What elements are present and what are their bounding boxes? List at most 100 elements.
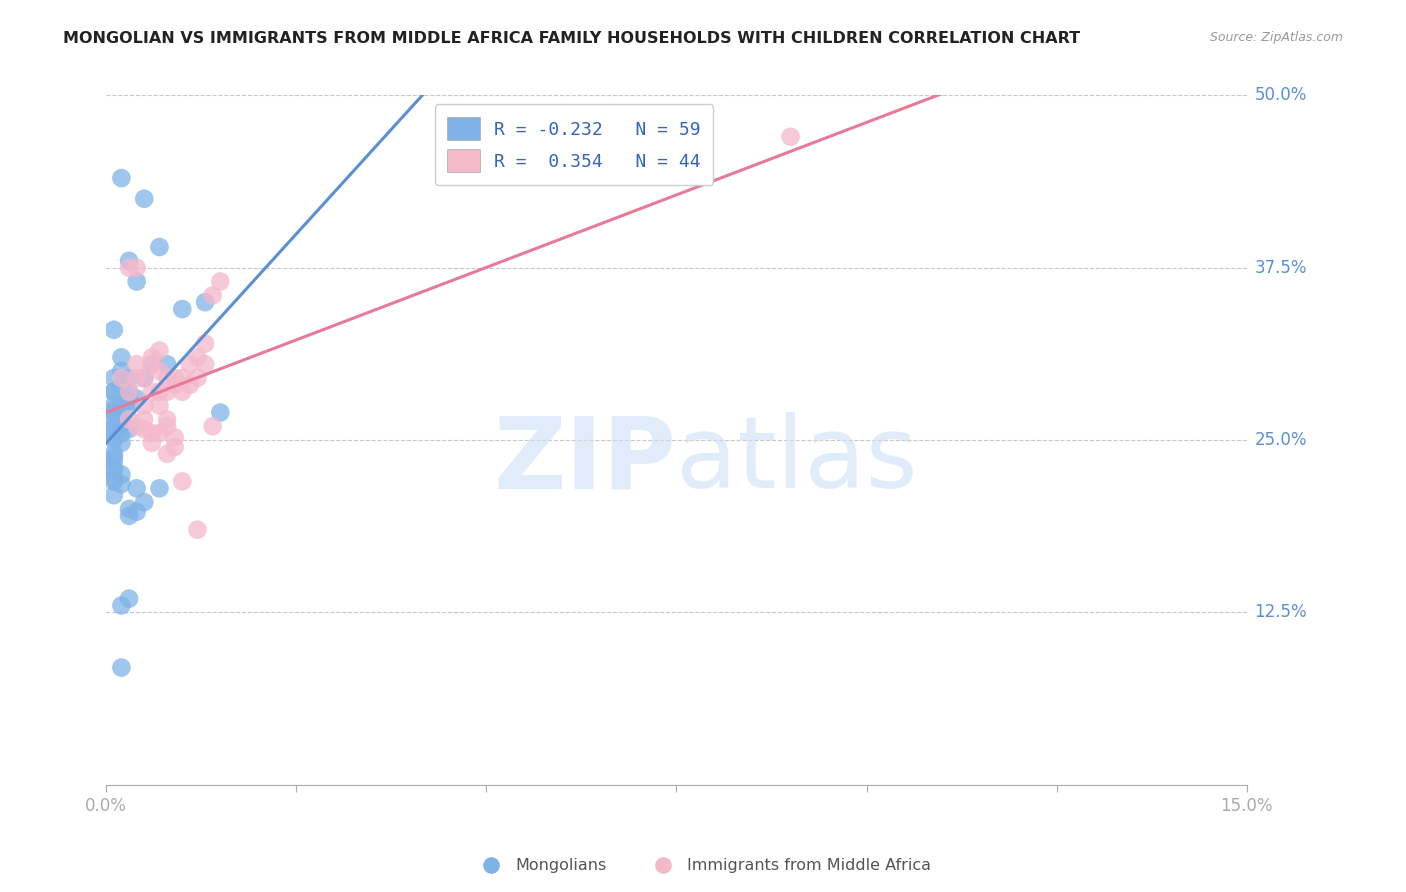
Point — [110, 599, 132, 613]
Point — [118, 384, 141, 399]
Point — [103, 405, 125, 419]
Point — [148, 426, 170, 441]
Point — [103, 399, 125, 413]
Point — [103, 402, 125, 417]
Point — [172, 301, 194, 316]
Point — [779, 129, 801, 144]
Point — [110, 417, 132, 431]
Point — [103, 323, 125, 337]
Point — [141, 426, 163, 441]
Point — [110, 378, 132, 392]
Point — [110, 399, 132, 413]
Point — [118, 591, 141, 606]
Point — [118, 384, 141, 399]
Point — [103, 447, 125, 461]
Point — [209, 405, 232, 419]
Point — [172, 384, 194, 399]
Point — [156, 371, 179, 385]
Point — [103, 419, 125, 434]
Point — [103, 463, 125, 477]
Point — [163, 440, 186, 454]
Point — [134, 399, 156, 413]
Point — [201, 288, 224, 302]
Point — [201, 419, 224, 434]
Point — [103, 384, 125, 399]
Point — [186, 351, 208, 365]
Point — [103, 422, 125, 436]
Text: 37.5%: 37.5% — [1254, 259, 1306, 277]
Point — [118, 260, 141, 275]
Point — [110, 409, 132, 423]
Point — [110, 426, 132, 441]
Point — [141, 357, 163, 371]
Point — [110, 351, 132, 365]
Point — [110, 171, 132, 186]
Text: 12.5%: 12.5% — [1254, 603, 1308, 622]
Point — [134, 371, 156, 385]
Point — [148, 240, 170, 254]
Point — [125, 357, 148, 371]
Point — [141, 357, 163, 371]
Point — [134, 412, 156, 426]
Point — [125, 481, 148, 495]
Point — [179, 378, 201, 392]
Point — [148, 481, 170, 495]
Point — [194, 336, 217, 351]
Point — [148, 384, 170, 399]
Point — [125, 260, 148, 275]
Point — [156, 357, 179, 371]
Point — [110, 467, 132, 482]
Point — [125, 371, 148, 385]
Point — [103, 412, 125, 426]
Point — [209, 275, 232, 289]
Point — [103, 433, 125, 447]
Point — [110, 419, 132, 434]
Point — [103, 450, 125, 464]
Point — [110, 477, 132, 491]
Text: atlas: atlas — [676, 412, 918, 509]
Point — [103, 454, 125, 468]
Point — [125, 392, 148, 406]
Point — [110, 412, 132, 426]
Point — [163, 371, 186, 385]
Point — [194, 357, 217, 371]
Point — [141, 435, 163, 450]
Text: ZIP: ZIP — [494, 412, 676, 509]
Point — [103, 430, 125, 444]
Point — [103, 384, 125, 399]
Point — [125, 419, 148, 434]
Point — [194, 295, 217, 310]
Point — [118, 508, 141, 523]
Point — [118, 392, 141, 406]
Point — [103, 371, 125, 385]
Point — [141, 384, 163, 399]
Point — [156, 384, 179, 399]
Point — [163, 378, 186, 392]
Text: MONGOLIAN VS IMMIGRANTS FROM MIDDLE AFRICA FAMILY HOUSEHOLDS WITH CHILDREN CORRE: MONGOLIAN VS IMMIGRANTS FROM MIDDLE AFRI… — [63, 31, 1080, 46]
Point — [103, 475, 125, 489]
Point — [125, 275, 148, 289]
Point — [156, 419, 179, 434]
Point — [118, 422, 141, 436]
Point — [118, 253, 141, 268]
Point — [148, 364, 170, 378]
Point — [156, 447, 179, 461]
Point — [118, 394, 141, 409]
Point — [148, 399, 170, 413]
Point — [134, 371, 156, 385]
Text: Source: ZipAtlas.com: Source: ZipAtlas.com — [1209, 31, 1343, 45]
Point — [156, 412, 179, 426]
Legend: R = -0.232   N = 59, R =  0.354   N = 44: R = -0.232 N = 59, R = 0.354 N = 44 — [434, 104, 713, 186]
Point — [118, 371, 141, 385]
Legend: Mongolians, Immigrants from Middle Africa: Mongolians, Immigrants from Middle Afric… — [470, 852, 936, 880]
Point — [110, 660, 132, 674]
Point — [125, 505, 148, 519]
Point — [103, 472, 125, 486]
Point — [110, 371, 132, 385]
Point — [163, 430, 186, 444]
Point — [148, 343, 170, 358]
Point — [118, 502, 141, 516]
Point — [103, 488, 125, 502]
Point — [118, 399, 141, 413]
Point — [134, 495, 156, 509]
